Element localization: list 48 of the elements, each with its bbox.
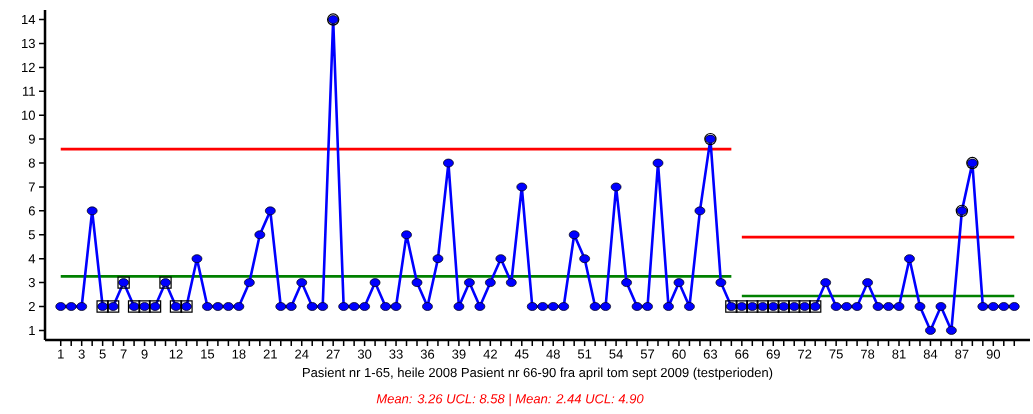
x-tick-label: 33 — [389, 349, 403, 359]
x-tick-label: 7 — [120, 349, 127, 359]
y-tick-label: 13 — [22, 38, 35, 49]
y-tick-label: 14 — [22, 15, 36, 25]
x-tick-label: 63 — [703, 349, 718, 359]
y-tick-label: 8 — [28, 158, 35, 168]
y-tick-label: 9 — [28, 134, 35, 144]
x-tick-label: 5 — [99, 349, 106, 359]
y-tick-label: 1 — [29, 325, 35, 335]
x-tick-label: 66 — [735, 349, 749, 359]
y-tick-label: 12 — [22, 62, 35, 72]
x-tick-label: 9 — [141, 349, 148, 359]
x-tick-label: 72 — [798, 349, 812, 359]
text: Mean: 3.26 UCL: 8.58 | Mean: 2.44 UCL: 4.90 — [376, 393, 644, 407]
x-tick-label: 84 — [923, 349, 938, 359]
x-tick-label: 90 — [986, 349, 1001, 359]
x-tick-label: 45 — [514, 349, 529, 359]
x-tick-label: 51 — [577, 349, 592, 359]
x-tick-label: 21 — [263, 349, 277, 359]
x-tick-label: 27 — [326, 349, 340, 359]
x-tick-label: 69 — [766, 349, 780, 359]
x-tick-label: 57 — [640, 349, 655, 359]
y-tick-label: 2 — [28, 301, 35, 312]
y-tick-label: 7 — [28, 182, 35, 192]
x-tick-label: 81 — [892, 349, 906, 359]
x-tick-label: 12 — [169, 349, 183, 359]
x-tick-label: 60 — [672, 349, 686, 359]
x-tick-label: 42 — [483, 349, 497, 359]
y-tick-label: 6 — [28, 206, 35, 216]
x-tick-label: 24 — [295, 349, 309, 359]
x-tick-label: 78 — [861, 349, 875, 359]
x-tick-label: 87 — [955, 349, 969, 359]
y-tick-label: 4 — [28, 254, 36, 264]
x-tick-label: 1 — [58, 349, 64, 359]
x-tick-label: 48 — [546, 349, 560, 359]
x-axis-title: Pasient nr 1-65, heile 2008 Pasient nr 66-90 fra april tom sept 2009 (testperioden) — [302, 367, 773, 380]
y-tick-label: 11 — [22, 86, 35, 96]
x-tick-label: 39 — [452, 349, 466, 359]
x-tick-label: 15 — [201, 349, 215, 359]
y-tick-label: 5 — [28, 230, 35, 240]
x-tick-label: 30 — [357, 349, 372, 359]
y-tick-label: 10 — [22, 110, 35, 120]
y-tick-label: 3 — [28, 277, 35, 288]
x-tick-label: 3 — [78, 349, 85, 359]
x-tick-label: 18 — [232, 349, 246, 359]
x-tick-label: 75 — [829, 349, 843, 359]
x-tick-label: 36 — [420, 349, 435, 359]
x-tick-label: 54 — [609, 349, 623, 359]
